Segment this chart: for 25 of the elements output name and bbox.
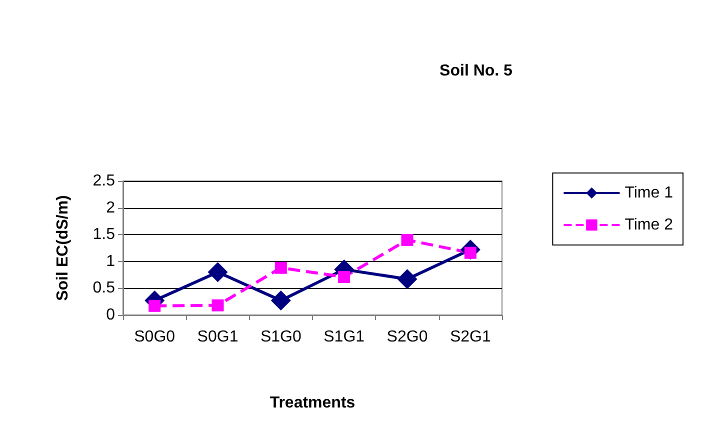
y-tick-label: 0 bbox=[106, 306, 116, 324]
point bbox=[148, 300, 161, 312]
x-tick-label: S1G0 bbox=[260, 328, 302, 346]
y-tick-label: 1.5 bbox=[92, 226, 116, 244]
y-axis-title: Soil EC(dS/m) bbox=[54, 195, 72, 301]
point bbox=[397, 269, 418, 290]
x-tick-label: S1G1 bbox=[324, 328, 365, 346]
point bbox=[338, 270, 350, 283]
y-tick-label: 0.5 bbox=[92, 280, 116, 297]
x-tick-label: S2G1 bbox=[450, 328, 491, 346]
point bbox=[270, 290, 291, 311]
point bbox=[208, 262, 228, 282]
point bbox=[274, 262, 287, 274]
chart-title: Soil No. 5 bbox=[440, 62, 513, 80]
x-tick-label: S0G1 bbox=[197, 328, 238, 346]
y-tick-label: 2 bbox=[106, 199, 116, 216]
x-tick-label: S0G0 bbox=[134, 328, 176, 346]
y-tick-label: 1 bbox=[106, 252, 116, 270]
y-tick-label: 2.5 bbox=[92, 172, 116, 190]
legend-label: Time 1 bbox=[624, 184, 674, 202]
legend-label: Time 2 bbox=[624, 216, 674, 234]
x-axis-title: Treatments bbox=[270, 394, 356, 412]
point bbox=[212, 299, 224, 312]
point bbox=[401, 234, 414, 246]
x-tick-label: S2G0 bbox=[386, 328, 428, 346]
